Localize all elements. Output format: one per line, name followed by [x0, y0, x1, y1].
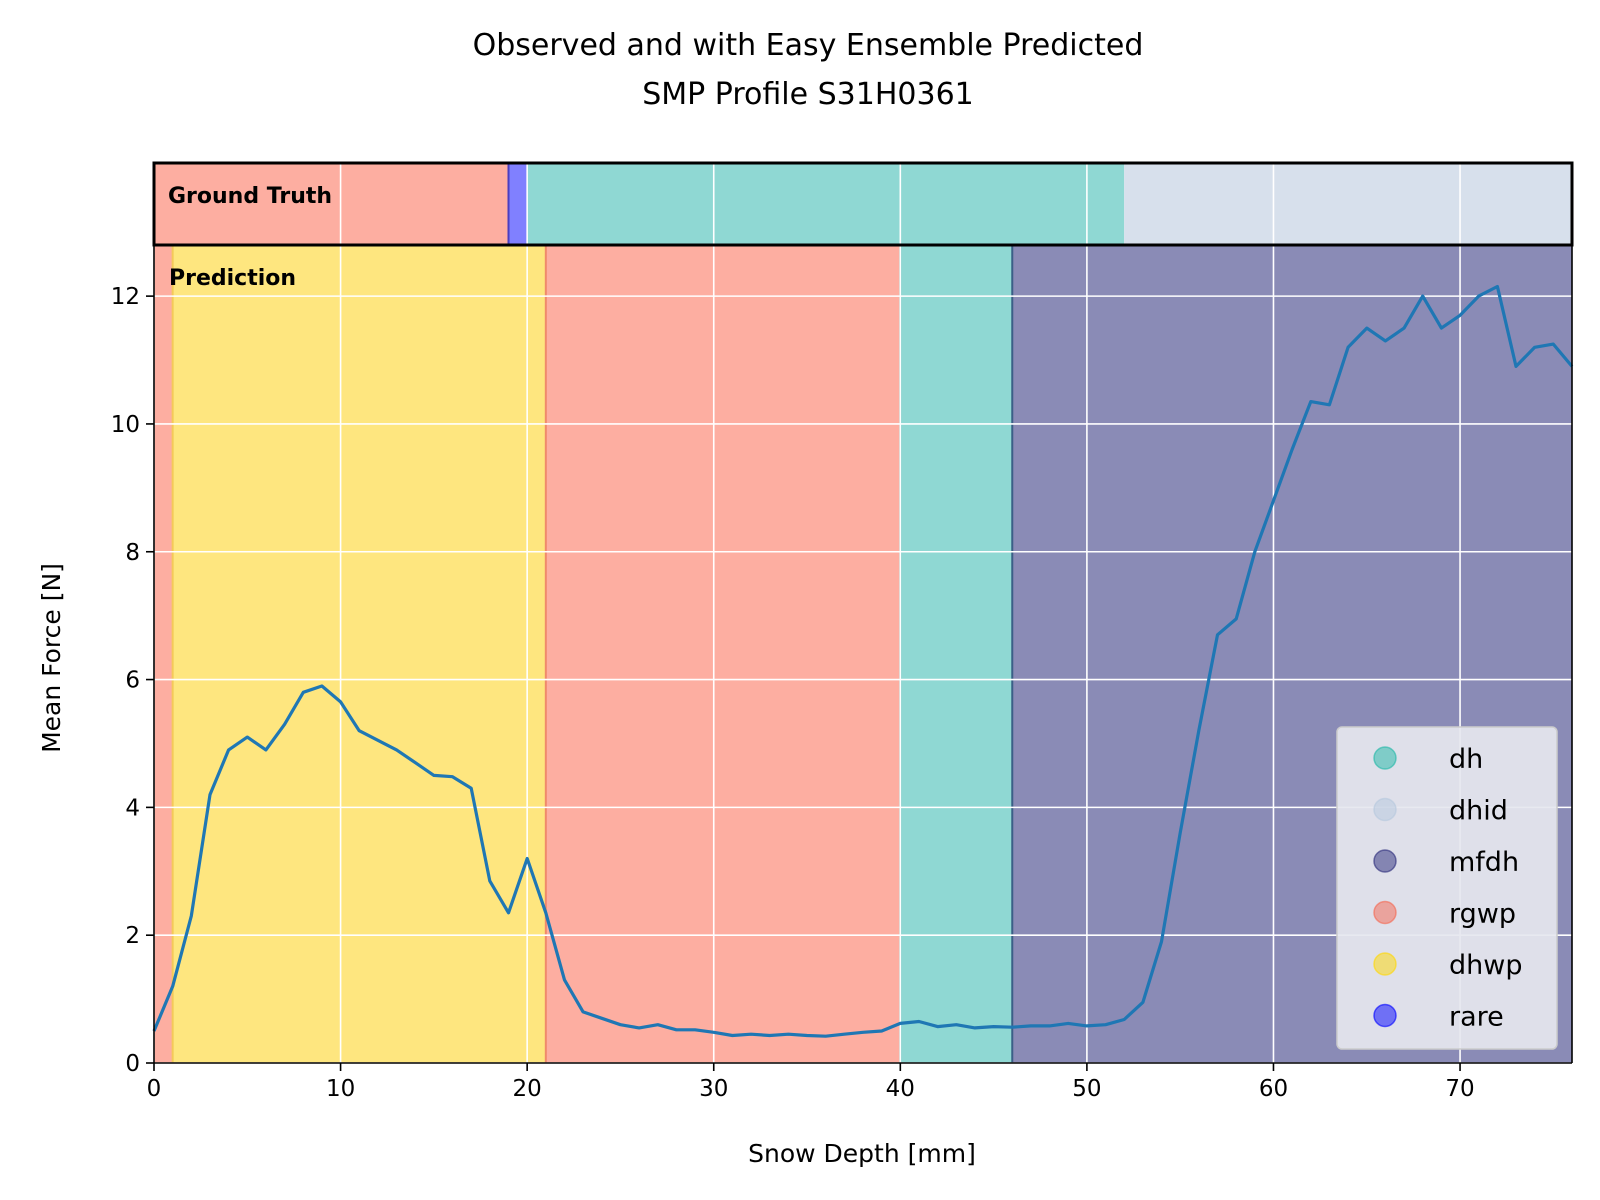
prediction-band-rgwp — [545, 245, 901, 1063]
y-axis-label: Mean Force [N] — [37, 563, 66, 753]
chart-title-line-1: Observed and with Easy Ensemble Predicte… — [473, 28, 1144, 63]
x-axis-label: Snow Depth [mm] — [748, 1139, 976, 1168]
x-tick-label: 40 — [886, 1076, 915, 1102]
x-tick-label: 20 — [513, 1076, 542, 1102]
legend-marker-dhid — [1373, 797, 1397, 822]
legend-label-dhid: dhid — [1449, 796, 1508, 827]
legend-marker-dh — [1373, 746, 1397, 770]
ground-truth-band-rare — [508, 163, 528, 245]
x-tick-label: 70 — [1445, 1076, 1474, 1102]
ground-truth-bands — [154, 163, 1572, 245]
legend-label-mfdh: mfdh — [1449, 847, 1519, 878]
y-tick-label: 4 — [125, 795, 140, 821]
legend-box — [1336, 726, 1558, 1050]
legend-marker-dhwp — [1373, 952, 1397, 976]
x-tick-label: 50 — [1072, 1076, 1101, 1102]
y-tick-label: 10 — [111, 412, 140, 438]
axis-ticks: 0 10 20 30 40 50 60 70 0 2 4 6 8 10 12 — [111, 284, 1475, 1102]
y-tick-label: 6 — [125, 668, 140, 694]
ground-truth-band-rgwp — [154, 163, 509, 245]
ground-truth-band-dhid — [1124, 163, 1572, 245]
prediction-band-rgwp — [154, 245, 173, 1063]
series-line-0 — [152, 284, 1574, 1038]
prediction-band-dh — [900, 245, 1013, 1063]
legend-marker-rgwp — [1373, 900, 1397, 925]
legend-label-dhwp: dhwp — [1449, 950, 1522, 981]
y-tick-label: 12 — [111, 284, 140, 310]
legend-marker-mfdh — [1373, 849, 1397, 873]
ground-truth-frame — [152, 161, 1574, 247]
x-tick-label: 0 — [147, 1076, 162, 1102]
x-tick-label: 30 — [699, 1076, 728, 1102]
ground-truth-label: Ground Truth — [168, 184, 332, 209]
ground-truth-band-dh — [527, 163, 1125, 245]
chart-title-line-2: SMP Profile S31H0361 — [642, 77, 974, 112]
x-tick-label: 60 — [1259, 1076, 1288, 1102]
legend-marker-rare — [1373, 1003, 1397, 1028]
prediction-label: Prediction — [169, 266, 296, 291]
legend-label-dh: dh — [1449, 744, 1483, 775]
prediction-band-dhwp — [172, 245, 546, 1063]
legend-label-rgwp: rgwp — [1449, 899, 1516, 930]
y-tick-label: 2 — [125, 923, 140, 949]
legend-label-rare: rare — [1449, 1002, 1504, 1033]
x-tick-label: 10 — [326, 1076, 355, 1102]
y-tick-label: 8 — [125, 540, 140, 566]
axes-frames — [152, 161, 1574, 1064]
legend: dh dhid mfdh rgwp dhwp rare — [1336, 726, 1558, 1050]
y-tick-label: 0 — [125, 1051, 140, 1077]
series-layer — [152, 284, 1574, 1038]
